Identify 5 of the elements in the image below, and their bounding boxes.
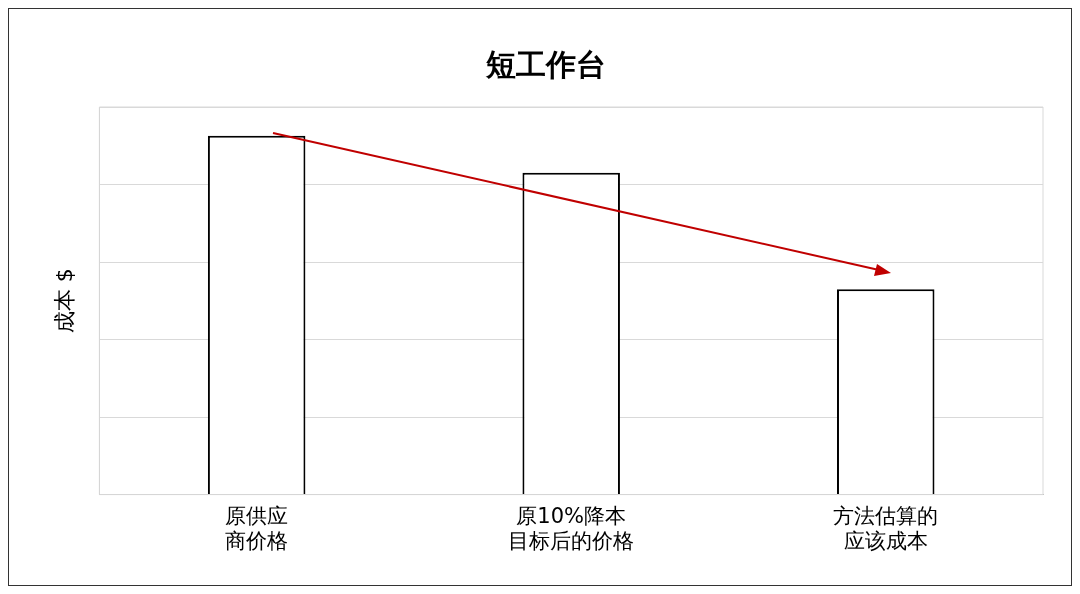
chart-title: 短工作台 <box>485 46 606 82</box>
x-tick-label: 原10%降本目标后的价格 <box>508 503 635 553</box>
x-tick-label: 原供应商价格 <box>225 503 289 553</box>
x-tick-label: 方法估算的应该成本 <box>833 503 939 553</box>
y-axis-title: 成本 $ <box>51 268 77 334</box>
